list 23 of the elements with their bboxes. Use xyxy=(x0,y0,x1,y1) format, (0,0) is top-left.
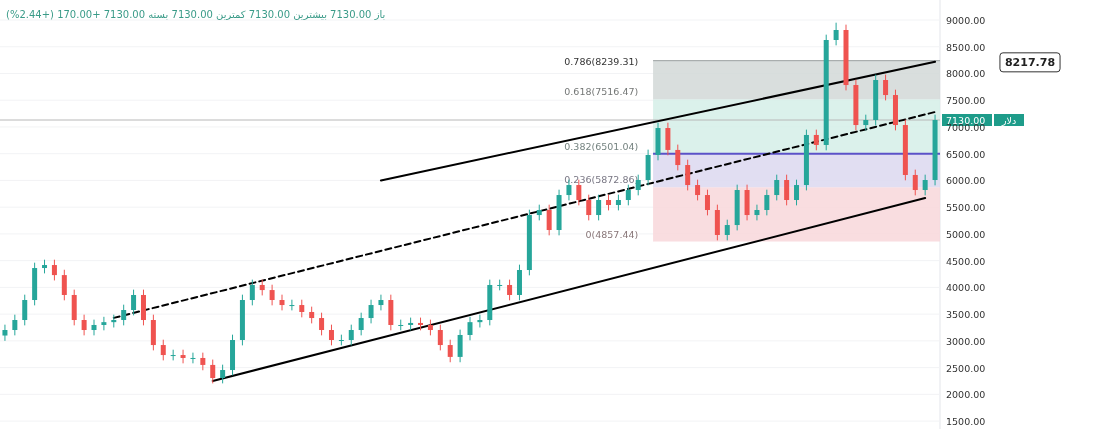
y-tick-label: 7500.00 xyxy=(946,95,986,107)
y-tick-label: 3000.00 xyxy=(946,335,986,347)
y-tick-label: 4500.00 xyxy=(946,255,986,267)
y-tick-label: 5500.00 xyxy=(946,202,986,214)
y-tick-label: 1500.00 xyxy=(946,416,986,428)
text: باز 7130.00 بیشترین 7130.00 کمترین 7130.00 بسته 7130.00 +170.00 (+2.44%) xyxy=(6,9,386,20)
band-label: 0.382(6501.04) xyxy=(564,140,639,152)
band-label: 0(4857.44) xyxy=(585,228,639,240)
y-tick-label: 5000.00 xyxy=(946,228,986,240)
y-tick-label: 6000.00 xyxy=(946,175,986,187)
band-label: 0.236(5872.86) xyxy=(564,174,639,186)
y-tick-label: 8500.00 xyxy=(946,41,986,53)
y-tick-label: 2500.00 xyxy=(946,362,986,374)
y-tick-label: 4000.00 xyxy=(946,282,986,294)
y-tick-label: 2000.00 xyxy=(946,389,986,401)
band-label: 0.618(7516.47) xyxy=(564,86,639,98)
ref-line-label: 0.786(8239.31) xyxy=(564,55,639,67)
y-tick-label: 8000.00 xyxy=(946,68,986,80)
y-tick-label: 6500.00 xyxy=(946,148,986,160)
y-tick-label: 9000.00 xyxy=(946,15,986,26)
text: دلار xyxy=(1000,115,1017,126)
y-tick-label: 3500.00 xyxy=(946,309,986,321)
annotation: 8217.78 xyxy=(999,52,1061,73)
